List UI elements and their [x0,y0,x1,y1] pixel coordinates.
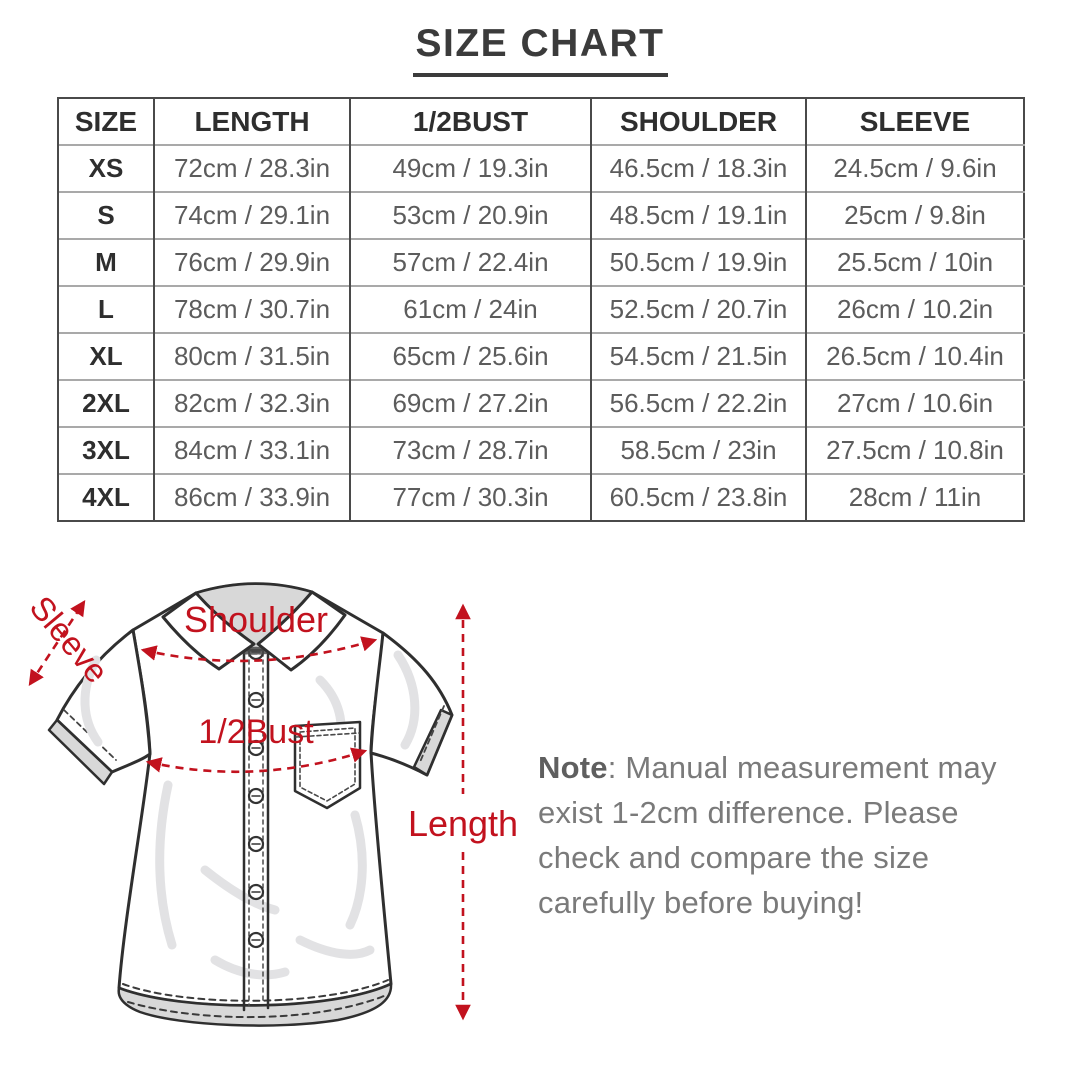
bust-value: 49cm / 19.3in [349,144,591,192]
sleeve-label: Sleeve [23,589,116,690]
bust-value: 57cm / 22.4in [349,238,591,286]
shoulder-value: 58.5cm / 23in [590,426,806,474]
table-row: S 74cm / 29.1in 53cm / 20.9in 48.5cm / 1… [57,191,1024,239]
shoulder-value: 60.5cm / 23.8in [590,473,806,521]
right-cuff [412,708,454,777]
table-row: 2XL 82cm / 32.3in 69cm / 27.2in 56.5cm /… [57,379,1024,427]
length-value: 76cm / 29.9in [153,238,350,286]
shirt-hem [117,982,393,1027]
size-label: L [57,285,154,333]
header-cell-bust: 1/2BUST [349,98,591,145]
table-row: M 76cm / 29.9in 57cm / 22.4in 50.5cm / 1… [57,238,1024,286]
shirt-measurement-diagram: Shoulder 1/2Bust Sleeve Length [23,582,518,1027]
note-label: Note [538,750,608,785]
header-cell-length: LENGTH [153,98,350,145]
bust-value: 65cm / 25.6in [349,332,591,380]
table-row: L 78cm / 30.7in 61cm / 24in 52.5cm / 20.… [57,285,1024,333]
table-row: 4XL 86cm / 33.9in 77cm / 30.3in 60.5cm /… [57,473,1024,521]
shoulder-arrow [140,636,378,663]
size-label: S [57,191,154,239]
sleeve-arrow [28,600,86,686]
sleeve-value: 27.5cm / 10.8in [805,426,1024,474]
size-label: 3XL [57,426,154,474]
size-label: 4XL [57,473,154,521]
sleeve-value: 25.5cm / 10in [805,238,1024,286]
length-label: Length [408,803,518,844]
table-row: 3XL 84cm / 33.1in 73cm / 28.7in 58.5cm /… [57,426,1024,474]
length-value: 78cm / 30.7in [153,285,350,333]
size-table: SIZE LENGTH 1/2BUST SHOULDER SLEEVE XS 7… [57,97,1025,522]
length-value: 80cm / 31.5in [153,332,350,380]
header-cell-shoulder: SHOULDER [590,98,806,145]
table-header-row: SIZE LENGTH 1/2BUST SHOULDER SLEEVE [57,98,1024,145]
length-value: 72cm / 28.3in [153,144,350,192]
shoulder-value: 50.5cm / 19.9in [590,238,806,286]
sleeve-value: 26.5cm / 10.4in [805,332,1024,380]
header-cell-sleeve: SLEEVE [805,98,1024,145]
page-title: SIZE CHART [0,22,1080,77]
shoulder-value: 48.5cm / 19.1in [590,191,806,239]
table-row: XL 80cm / 31.5in 65cm / 25.6in 54.5cm / … [57,332,1024,380]
left-cuff [47,718,114,786]
bust-value: 69cm / 27.2in [349,379,591,427]
size-label: XL [57,332,154,380]
note-body: : Manual measurement may exist 1-2cm dif… [538,750,997,920]
header-cell-size: SIZE [57,98,154,145]
sleeve-value: 25cm / 9.8in [805,191,1024,239]
length-value: 74cm / 29.1in [153,191,350,239]
size-label: 2XL [57,379,154,427]
sleeve-value: 28cm / 11in [805,473,1024,521]
bust-value: 73cm / 28.7in [349,426,591,474]
length-value: 82cm / 32.3in [153,379,350,427]
sleeve-value: 26cm / 10.2in [805,285,1024,333]
size-label: XS [57,144,154,192]
bust-value: 53cm / 20.9in [349,191,591,239]
shoulder-value: 52.5cm / 20.7in [590,285,806,333]
shoulder-value: 46.5cm / 18.3in [590,144,806,192]
size-label: M [57,238,154,286]
bust-value: 77cm / 30.3in [349,473,591,521]
length-value: 86cm / 33.9in [153,473,350,521]
shoulder-value: 56.5cm / 22.2in [590,379,806,427]
page-title-text: SIZE CHART [412,22,668,77]
length-value: 84cm / 33.1in [153,426,350,474]
sleeve-value: 24.5cm / 9.6in [805,144,1024,192]
shirt-illustration [47,582,454,1027]
note-text: Note: Manual measurement may exist 1-2cm… [538,745,1016,925]
shoulder-value: 54.5cm / 21.5in [590,332,806,380]
bust-label: 1/2Bust [198,713,314,751]
sleeve-value: 27cm / 10.6in [805,379,1024,427]
shoulder-label: Shoulder [184,599,328,640]
table-row: XS 72cm / 28.3in 49cm / 19.3in 46.5cm / … [57,144,1024,192]
bust-value: 61cm / 24in [349,285,591,333]
